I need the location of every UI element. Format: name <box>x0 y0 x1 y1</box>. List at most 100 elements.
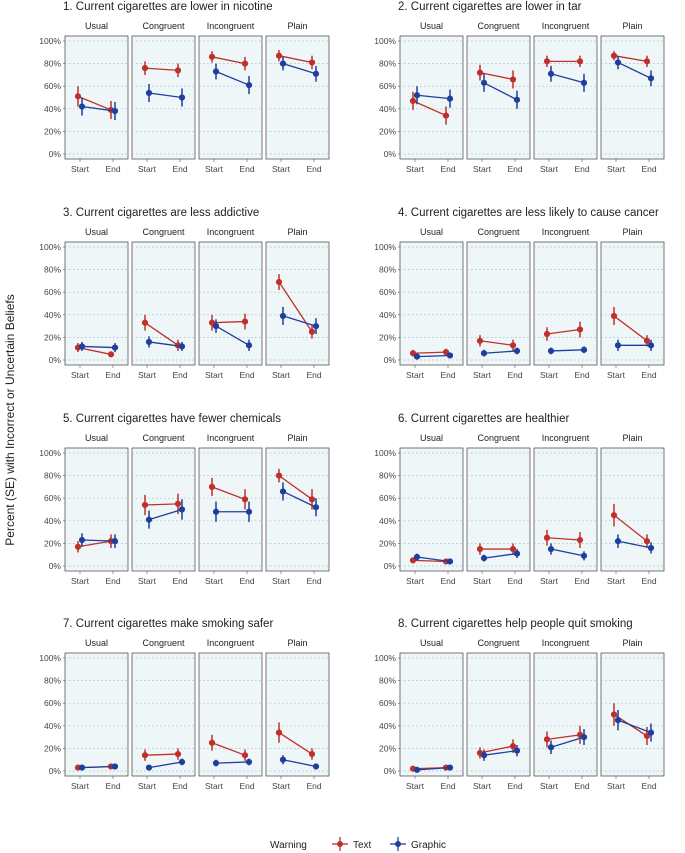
series-line-text <box>546 734 581 741</box>
data-point-text <box>543 58 551 65</box>
x-tick-label: End <box>306 576 321 586</box>
data-point-graphic <box>312 70 320 77</box>
x-tick-label: Start <box>272 576 291 586</box>
panel-5: 5. Current cigarettes have fewer chemica… <box>39 413 330 586</box>
facet-strip-label: Usual <box>85 433 108 443</box>
y-tick-label: 100% <box>374 36 396 46</box>
data-point-text <box>576 58 584 65</box>
x-tick-label: End <box>574 576 589 586</box>
panel-3: 3. Current cigarettes are less addictive… <box>39 207 330 380</box>
data-point-graphic <box>446 95 454 102</box>
y-tick-label: 20% <box>44 126 61 136</box>
facet-plain: Plain Start End <box>600 227 665 380</box>
data-point-text <box>509 342 517 349</box>
facet-congruent: Congruent Start End <box>131 433 196 586</box>
data-point-graphic <box>614 342 622 349</box>
y-tick-label: 60% <box>379 493 396 503</box>
x-tick-label: Start <box>540 576 559 586</box>
x-tick-label: End <box>239 164 254 174</box>
x-tick-label: Start <box>406 164 425 174</box>
data-point-graphic <box>312 504 320 511</box>
facet-congruent: Congruent Start End <box>466 227 531 380</box>
y-tick-label: 60% <box>44 287 61 297</box>
y-tick-label: 40% <box>44 721 61 731</box>
facet-strip-label: Incongruent <box>207 433 255 443</box>
y-tick-label: 40% <box>379 721 396 731</box>
x-tick-label: End <box>507 370 522 380</box>
x-tick-label: End <box>172 164 187 174</box>
facet-usual: Usual Start End <box>399 227 464 380</box>
facet-usual: Usual Start End <box>399 21 464 174</box>
x-tick-label: Start <box>272 164 291 174</box>
data-point-graphic <box>145 516 153 523</box>
data-point-text <box>208 483 216 490</box>
y-tick-label: 100% <box>39 448 61 458</box>
y-tick-label: 40% <box>379 516 396 526</box>
data-point-graphic <box>245 758 253 766</box>
data-point-graphic <box>413 353 421 360</box>
y-tick-label: 100% <box>374 242 396 252</box>
facet-box <box>265 241 330 366</box>
data-point-text <box>308 328 316 335</box>
x-tick-label: End <box>507 164 522 174</box>
x-tick-label: Start <box>205 164 224 174</box>
y-tick-label: 80% <box>44 59 61 69</box>
x-tick-label: Start <box>71 781 90 791</box>
legend-key-point-text <box>337 841 343 847</box>
y-tick-label: 40% <box>44 310 61 320</box>
data-point-graphic <box>245 81 253 89</box>
data-point-graphic <box>513 347 521 355</box>
data-point-graphic <box>547 545 555 553</box>
facet-incongruent: Incongruent Start End <box>533 227 598 380</box>
facet-strip-label: Usual <box>85 21 108 31</box>
facet-plain: Plain Start End <box>265 638 330 791</box>
data-point-graphic <box>547 347 555 355</box>
panel-title: 2. Current cigarettes are lower in tar <box>398 1 582 13</box>
data-point-graphic <box>580 346 588 353</box>
x-tick-label: End <box>440 370 455 380</box>
x-tick-label: End <box>641 370 656 380</box>
facet-strip-label: Congruent <box>142 227 185 237</box>
data-point-graphic <box>279 488 287 495</box>
data-point-graphic <box>212 759 220 767</box>
data-point-text <box>643 337 651 344</box>
series-line-text <box>77 95 112 111</box>
data-point-text <box>141 501 149 509</box>
y-tick-label: 0% <box>49 561 62 571</box>
panel-1: 1. Current cigarettes are lower in nicot… <box>39 1 330 174</box>
data-point-text <box>576 536 584 544</box>
x-tick-label: Start <box>205 576 224 586</box>
x-tick-label: Start <box>473 576 492 586</box>
data-point-text <box>643 538 651 545</box>
series-line-graphic <box>148 341 183 348</box>
series-line-graphic <box>416 354 451 358</box>
data-point-graphic <box>212 508 220 515</box>
series-line-graphic <box>148 92 183 99</box>
data-point-graphic <box>78 103 86 110</box>
facet-usual: Usual Start End <box>64 638 129 791</box>
data-point-text <box>74 93 82 100</box>
data-point-graphic <box>513 96 521 103</box>
facet-strip-label: Plain <box>622 638 642 648</box>
x-tick-label: End <box>574 781 589 791</box>
data-point-text <box>543 330 551 338</box>
x-tick-label: Start <box>473 781 492 791</box>
data-point-graphic <box>647 544 655 552</box>
facet-strip-label: Usual <box>85 638 108 648</box>
legend-label-text: Text <box>353 840 372 851</box>
x-tick-label: End <box>507 781 522 791</box>
data-point-graphic <box>446 764 454 771</box>
data-point-text <box>442 112 450 119</box>
x-tick-label: Start <box>607 576 626 586</box>
facet-box <box>64 35 129 160</box>
y-tick-label: 80% <box>44 265 61 275</box>
facet-box <box>64 652 129 777</box>
data-point-graphic <box>480 554 488 562</box>
series-line-text <box>211 56 246 65</box>
facet-box <box>466 447 531 572</box>
series-line-text <box>613 514 648 542</box>
y-tick-label: 20% <box>44 743 61 753</box>
facet-strip-label: Incongruent <box>542 433 590 443</box>
facet-incongruent: Incongruent Start End <box>198 21 263 174</box>
x-tick-label: End <box>239 370 254 380</box>
